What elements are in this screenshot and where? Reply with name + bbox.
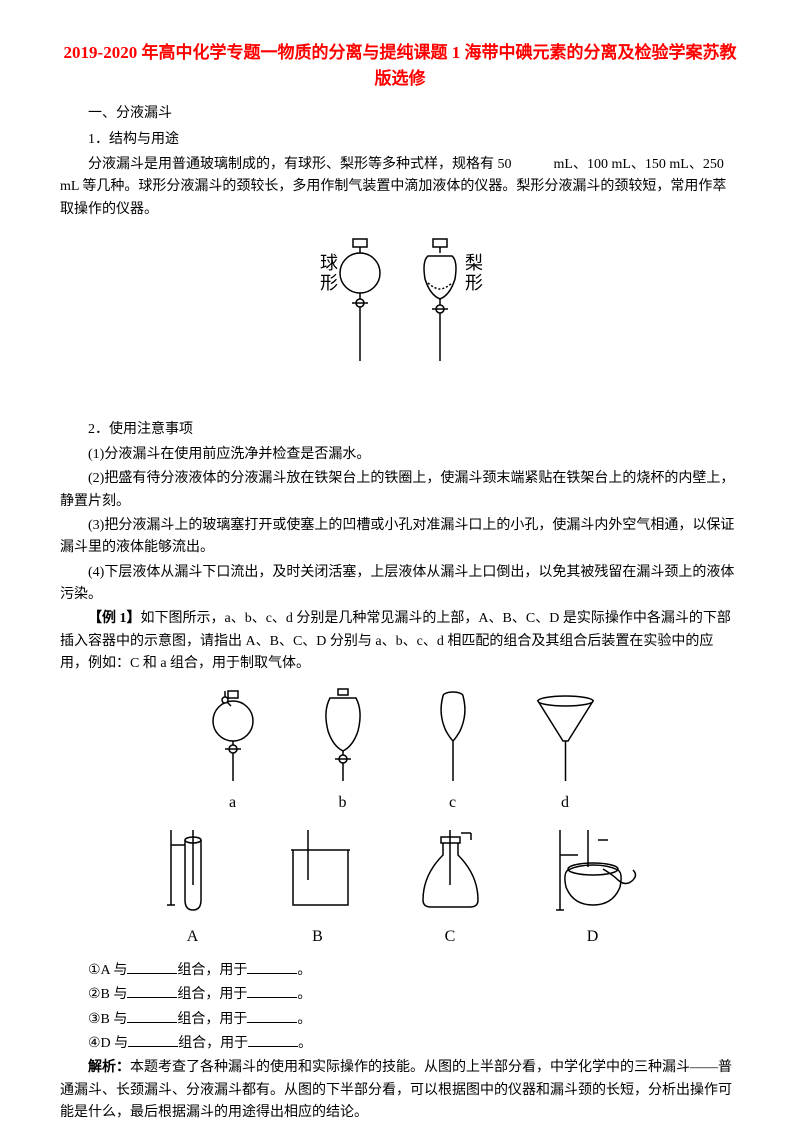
label-A: A: [187, 924, 199, 950]
label-b: b: [339, 790, 347, 816]
label-C: C: [445, 924, 456, 950]
question-1: ①A 与组合，用于。: [60, 960, 740, 982]
example-1: 【例 1】如下图所示，a、b、c、d 分别是几种常见漏斗的上部，A、B、C、D …: [60, 608, 740, 675]
blank-input[interactable]: [248, 1033, 298, 1047]
section-1-sub2: 2．使用注意事项: [60, 419, 740, 441]
fig1-label-pear: 梨: [465, 253, 483, 273]
funnel-b-icon: [308, 686, 378, 786]
svg-text:形: 形: [465, 273, 483, 293]
svg-text:形: 形: [320, 273, 338, 293]
funnel-a-icon: [198, 686, 268, 786]
vessel-D-icon: [538, 825, 648, 920]
jiexi: 解析：本题考查了各种漏斗的使用和实际操作的技能。从图的上半部分看，中学化学中的三…: [60, 1057, 740, 1124]
blank-input[interactable]: [128, 1033, 178, 1047]
jiexi-head: 解析：: [88, 1060, 130, 1075]
para-3: (2)把盛有待分液液体的分液漏斗放在铁架台上的铁圈上，使漏斗颈末端紧贴在铁架台上…: [60, 468, 740, 513]
section-1-sub1: 1．结构与用途: [60, 129, 740, 151]
blank-input[interactable]: [127, 1009, 177, 1023]
figure-2-row1: a b c: [60, 686, 740, 816]
example-1-head: 【例 1】: [88, 611, 141, 626]
blank-input[interactable]: [247, 960, 297, 974]
label-d: d: [561, 790, 569, 816]
document-title: 2019-2020 年高中化学专题一物质的分离与提纯课题 1 海带中碘元素的分离…: [60, 40, 740, 91]
vessel-A-icon: [153, 825, 233, 920]
label-B: B: [312, 924, 323, 950]
vessel-C-icon: [403, 825, 498, 920]
figure-2-row2: A B C: [60, 825, 740, 950]
blank-input[interactable]: [127, 984, 177, 998]
blank-input[interactable]: [247, 984, 297, 998]
para-4: (3)把分液漏斗上的玻璃塞打开或使塞上的凹槽或小孔对准漏斗口上的小孔，使漏斗内外…: [60, 515, 740, 560]
funnel-c-icon: [418, 686, 488, 786]
label-D: D: [587, 924, 599, 950]
funnel-d-icon: [528, 686, 603, 786]
para-5: (4)下层液体从漏斗下口流出，及时关闭活塞，上层液体从漏斗上口倒出，以免其被残留…: [60, 562, 740, 607]
para-2: (1)分液漏斗在使用前应洗净并检查是否漏水。: [60, 444, 740, 466]
label-a: a: [229, 790, 236, 816]
blank-input[interactable]: [127, 960, 177, 974]
section-1-head: 一、分液漏斗: [60, 103, 740, 125]
para-1: 分液漏斗是用普通玻璃制成的，有球形、梨形等多种式样，规格有 50 mL、100 …: [60, 154, 740, 221]
question-3: ③B 与组合，用于。: [60, 1009, 740, 1031]
jiexi-body: 本题考查了各种漏斗的使用和实际操作的技能。从图的上半部分看，中学化学中的三种漏斗…: [60, 1060, 732, 1120]
example-1-body: 如下图所示，a、b、c、d 分别是几种常见漏斗的上部，A、B、C、D 是实际操作…: [60, 611, 731, 671]
figure-1-funnels: 球 形 梨 形: [60, 231, 740, 409]
label-c: c: [449, 790, 456, 816]
fig1-label-ball: 球: [320, 253, 338, 273]
vessel-B-icon: [273, 825, 363, 920]
blank-input[interactable]: [247, 1009, 297, 1023]
question-2: ②B 与组合，用于。: [60, 984, 740, 1006]
question-4: ④D 与组合，用于。: [60, 1033, 740, 1055]
